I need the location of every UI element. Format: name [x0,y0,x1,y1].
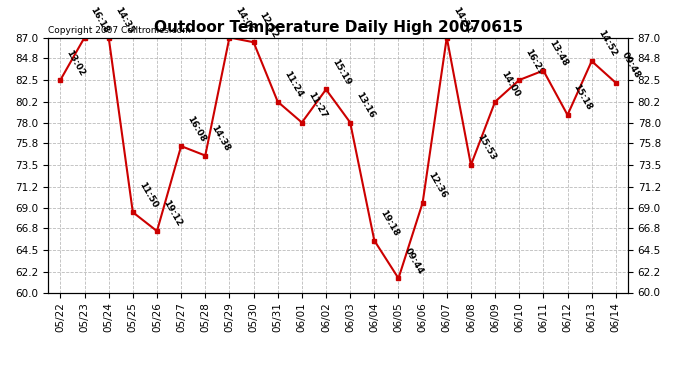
Text: 14:31: 14:31 [451,5,473,35]
Text: 14:52: 14:52 [596,29,618,58]
Text: 13:48: 13:48 [548,38,570,68]
Title: Outdoor Temperature Daily High 20070615: Outdoor Temperature Daily High 20070615 [154,20,522,35]
Text: 12:36: 12:36 [427,171,449,200]
Text: 13:02: 13:02 [65,48,86,77]
Text: 14:38: 14:38 [210,123,232,153]
Text: 15:19: 15:19 [331,57,353,87]
Text: 15:18: 15:18 [572,83,594,112]
Text: 09:48: 09:48 [620,51,642,80]
Text: 13:16: 13:16 [355,90,377,120]
Text: 11:27: 11:27 [306,90,328,120]
Text: 15:53: 15:53 [475,133,497,162]
Text: 09:44: 09:44 [403,246,425,276]
Text: Copyright 2007 Celltronics.com: Copyright 2007 Celltronics.com [48,26,191,35]
Text: 14:00: 14:00 [500,70,521,99]
Text: 14:06: 14:06 [234,5,256,35]
Text: 16:29: 16:29 [524,48,546,77]
Text: 16:08: 16:08 [186,114,207,143]
Text: 16:18: 16:18 [89,5,111,35]
Text: 11:24: 11:24 [282,69,304,99]
Text: 19:18: 19:18 [379,209,401,238]
Text: 19:12: 19:12 [161,199,184,228]
Text: 12:12: 12:12 [258,10,280,39]
Text: 11:50: 11:50 [137,180,159,210]
Text: 14:35: 14:35 [113,5,135,35]
